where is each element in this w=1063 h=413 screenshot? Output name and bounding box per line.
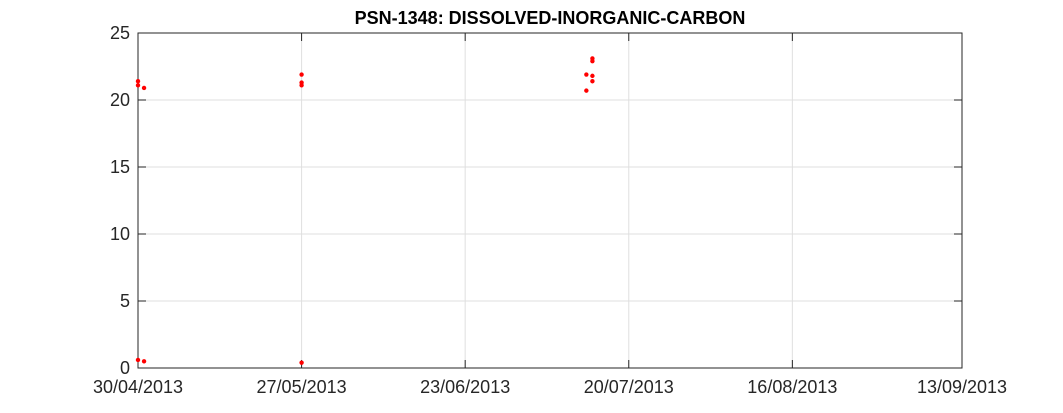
y-tick-label: 25 <box>110 23 130 43</box>
data-points <box>135 56 595 365</box>
data-point <box>299 360 304 365</box>
data-point <box>584 72 589 77</box>
chart-title: PSN-1348: DISSOLVED-INORGANIC-CARBON <box>355 8 746 28</box>
x-tick-label: 23/06/2013 <box>420 377 510 397</box>
x-tick-label: 16/08/2013 <box>747 377 837 397</box>
x-tick-label: 30/04/2013 <box>93 377 183 397</box>
data-point <box>135 357 141 363</box>
x-tick-label: 20/07/2013 <box>584 377 674 397</box>
data-point <box>590 73 595 79</box>
axis-ticks <box>137 32 963 369</box>
data-point <box>141 359 147 364</box>
grid-lines <box>137 32 963 369</box>
y-tick-label: 15 <box>110 157 130 177</box>
y-tick-label: 5 <box>120 291 130 311</box>
x-tick-label: 27/05/2013 <box>257 377 347 397</box>
data-point <box>299 72 304 77</box>
data-point <box>590 79 595 84</box>
data-point <box>141 85 147 91</box>
data-point <box>584 88 589 93</box>
y-tick-label: 20 <box>110 90 130 110</box>
y-tick-labels: 0 5 10 15 20 25 <box>110 23 130 378</box>
data-point <box>590 58 595 64</box>
y-tick-label: 10 <box>110 224 130 244</box>
y-tick-label: 0 <box>120 358 130 378</box>
data-point <box>299 83 304 88</box>
x-tick-labels: 30/04/2013 27/05/2013 23/06/2013 20/07/2013… <box>93 377 1007 397</box>
data-point <box>135 83 141 88</box>
data-point <box>135 79 141 84</box>
x-tick-label: 13/09/2013 <box>917 377 1007 397</box>
plot-frame <box>137 32 963 369</box>
